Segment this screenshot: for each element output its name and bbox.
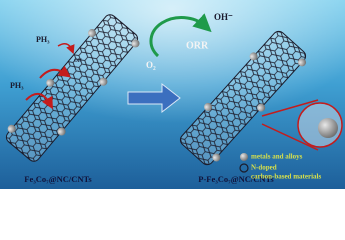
legend-label: metals and alloys: [251, 153, 303, 161]
reaction-arrow: [57, 43, 75, 55]
legend-swatch: [239, 163, 249, 173]
reactant-label: O₂: [146, 60, 156, 70]
reactant-label: PH₃: [36, 35, 50, 44]
nanotube-right: [179, 30, 307, 166]
metal-particle: [318, 118, 338, 138]
legend-label: N-doped: [251, 164, 277, 172]
caption: Fe₃Co₇@NC/CNTs: [24, 174, 92, 184]
legend-swatch: [240, 153, 248, 161]
legend-label: carbon-based materials: [251, 173, 321, 181]
reaction-name: ORR: [186, 40, 209, 51]
reaction-arrow: [39, 65, 71, 79]
reactant-label: PH₃: [10, 81, 24, 90]
graphical-abstract: PH₃ PH₃ OH Fe₃Co₇@NC/CNTs OH⁻ ORR O₂ P-F…: [0, 0, 345, 189]
oh-label: OH: [74, 59, 82, 64]
caption: P-Fe₃Co₇@NC/CNTs: [198, 174, 274, 184]
nanotube-left: [5, 14, 140, 162]
reaction-arrow: [25, 93, 53, 110]
product-label: OH⁻: [214, 12, 233, 22]
cycle-arrow: [149, 13, 212, 58]
process-arrow: [127, 82, 181, 114]
zoom-lines: [261, 99, 319, 151]
